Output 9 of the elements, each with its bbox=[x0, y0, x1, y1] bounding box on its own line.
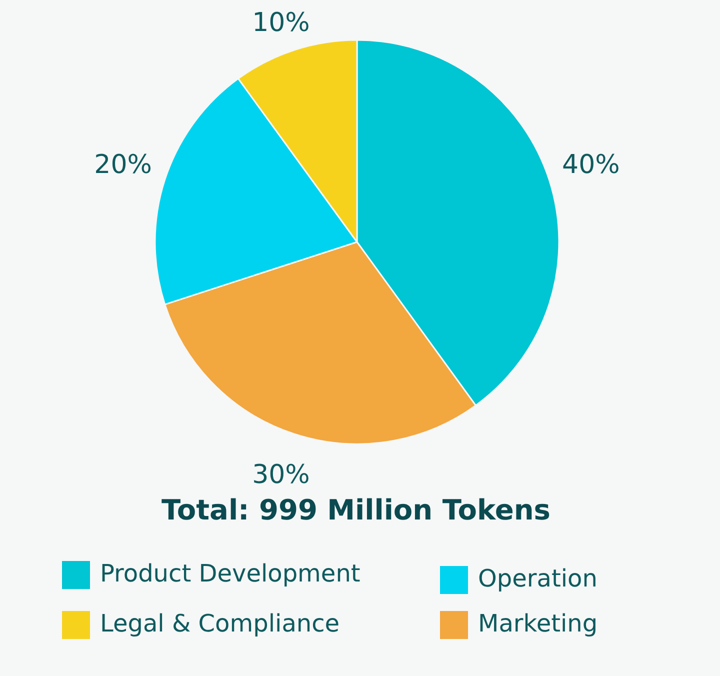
data-label: 30% bbox=[252, 460, 310, 490]
data-label: 40% bbox=[562, 150, 620, 180]
legend-label: Operation bbox=[478, 564, 598, 593]
legend-label: Legal & Compliance bbox=[100, 610, 340, 638]
legend-label: Product Development bbox=[100, 560, 360, 588]
data-label: 10% bbox=[252, 8, 310, 38]
text: Total: 999 Million Tokens bbox=[162, 494, 550, 527]
legend-label: Marketing bbox=[478, 610, 598, 638]
data-label: 20% bbox=[94, 150, 152, 180]
